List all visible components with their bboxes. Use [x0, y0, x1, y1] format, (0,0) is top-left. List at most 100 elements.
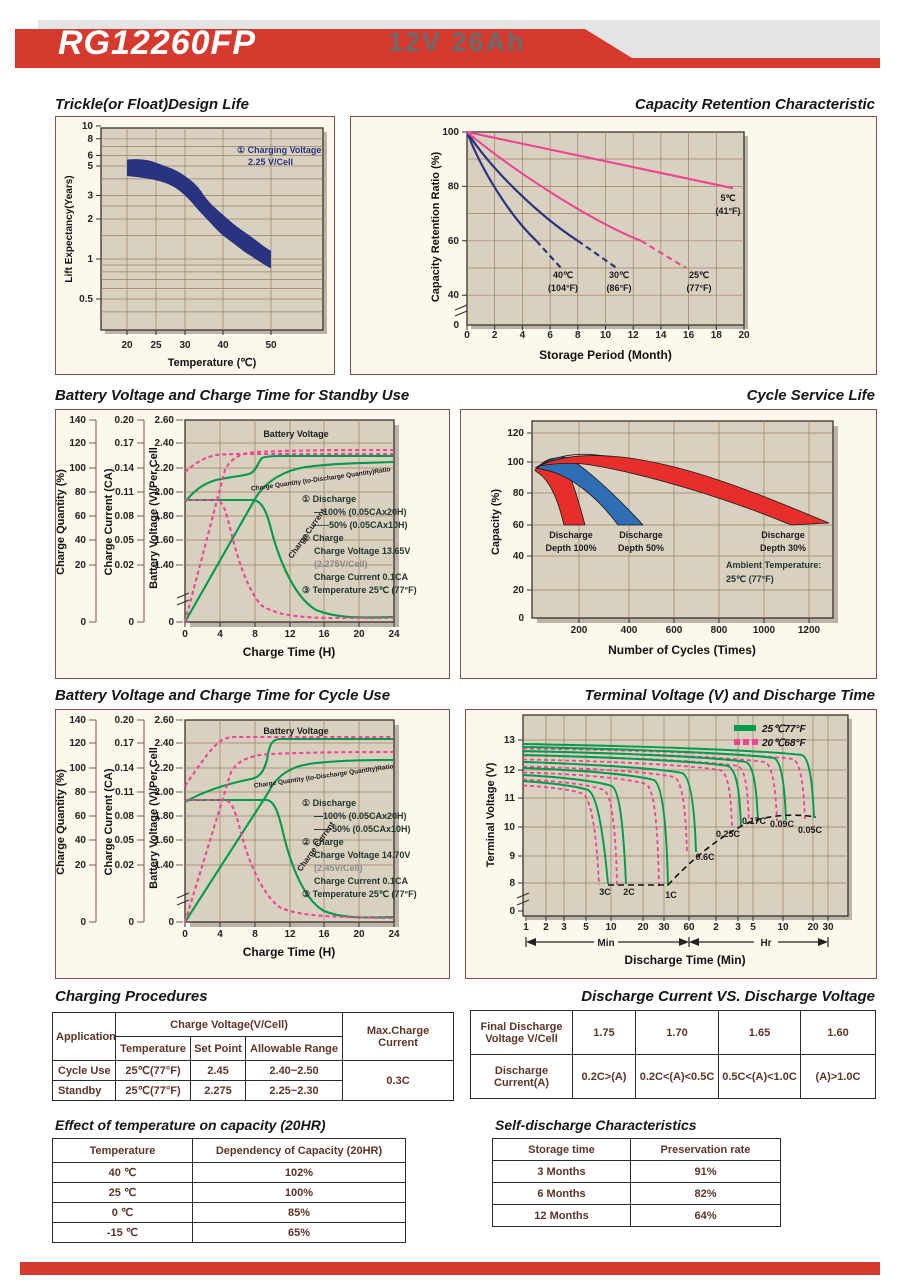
header-cell: Max.Charge Current: [342, 1012, 455, 1061]
cutoff-line: [608, 814, 817, 886]
table-row: 3 Months 91%: [492, 1160, 781, 1183]
cycle-service-life-chart: 120 100 80 60 40 20 0 200 400 600 800 10…: [460, 409, 877, 679]
legend-swatch-20c: [752, 739, 758, 745]
tick: 100: [69, 463, 86, 474]
x-tick-labels: 0 4 8 12 16 20 24: [182, 929, 400, 940]
tick: 0: [128, 617, 134, 628]
cell: 85%: [192, 1202, 406, 1223]
cell: 0.5C<(A)<1.0C: [718, 1054, 801, 1099]
axis-break: [516, 892, 530, 906]
header-cell: Temperature: [52, 1138, 193, 1163]
header-cell: Storage time: [492, 1138, 631, 1161]
tick: 1.80: [155, 811, 175, 822]
band-dod-30: [538, 455, 830, 526]
tick: 80: [513, 488, 525, 499]
self-discharge-table: Storage time Preservation rate 3 Months …: [492, 1138, 781, 1227]
green-charge-quantity: [184, 460, 395, 623]
table-row: 25 ℃ 100%: [52, 1182, 406, 1203]
temp-capacity-table: Temperature Dependency of Capacity (20HR…: [52, 1138, 406, 1243]
tick: 0.20: [115, 715, 135, 726]
tick: 1.60: [155, 835, 175, 846]
design-life-band: [127, 159, 271, 269]
green-charge-current: [185, 798, 395, 919]
pink-battery-voltage: [184, 735, 394, 787]
tick: 2: [713, 922, 719, 933]
annotation-block: ① Discharge —100% (0.05CAx20H) -----50% …: [302, 494, 417, 595]
title-discharge-cv: Discharge Current VS. Discharge Voltage: [581, 988, 875, 1005]
title-standby: Battery Voltage and Charge Time for Stan…: [55, 387, 410, 404]
pink-06c: [522, 765, 688, 854]
green-battery-voltage: [184, 737, 394, 803]
tick: 2.60: [155, 715, 175, 726]
annotation-line: (2.45V/Cell): [314, 863, 363, 873]
x-axis-label: Number of Cycles (Times): [608, 643, 756, 657]
header-cell: Set Point: [190, 1036, 246, 1061]
tick: 6: [547, 330, 553, 341]
green-charge-current: [185, 498, 395, 619]
tick: 20: [75, 560, 87, 571]
tick: 140: [69, 715, 86, 726]
band-label: Discharge: [549, 530, 593, 540]
tick: 400: [621, 625, 638, 636]
series-label: (77°F): [686, 283, 711, 293]
tick: 40: [75, 835, 87, 846]
tick: 0.17: [115, 738, 135, 749]
x-axis-label: Charge Time (H): [243, 645, 335, 659]
title-cycle-life: Cycle Service Life: [746, 387, 875, 404]
series-label: (41°F): [715, 206, 740, 216]
tick: 0.08: [115, 511, 135, 522]
tick: 0.05: [115, 535, 135, 546]
x-tick-labels: 0 2 4 6 8 10 12 14 16 18 20: [464, 330, 750, 341]
cell: 3 Months: [492, 1160, 631, 1183]
tick: 4: [217, 629, 223, 640]
tick: 120: [69, 738, 86, 749]
annotation-line: Charge Current 0.1CA: [314, 572, 409, 582]
series-labels: 40℃ (104°F) 30℃ (86°F) 25℃ (77°F) 5℃ (41…: [548, 193, 741, 293]
green-3c: [522, 780, 609, 885]
cell: 0.2C>(A): [572, 1054, 636, 1099]
header-cell: Charge Voltage(V/Cell): [114, 1012, 344, 1037]
pink-3c: [522, 784, 600, 886]
annotation-block: ① Discharge —100% (0.05CAx20H) ——50% (0.…: [302, 798, 417, 899]
unit-span-arrows: Min Hr: [525, 937, 829, 949]
tick: 40: [513, 551, 525, 562]
rate-label: 0.6C: [695, 852, 715, 862]
table-row: Storage time Preservation rate: [492, 1138, 781, 1161]
cell: 25 ℃: [52, 1182, 193, 1203]
curve-40c-dashed: [535, 240, 562, 269]
tick: 0: [509, 906, 515, 917]
charge-curves: [183, 448, 395, 623]
tick: 120: [69, 438, 86, 449]
cell: (A)>1.0C: [800, 1054, 876, 1099]
tick: 8: [252, 929, 258, 940]
header-cell: Application: [52, 1012, 116, 1061]
tick: 2.20: [155, 763, 175, 774]
tick: 8: [575, 330, 581, 341]
pink-battery-voltage: [184, 452, 394, 473]
table-row: Temperature Dependency of Capacity (20HR…: [52, 1138, 406, 1163]
title-temp-capacity: Effect of temperature on capacity (20HR): [55, 1117, 326, 1133]
curve-40c-solid: [465, 131, 538, 242]
tick: 30: [822, 922, 834, 933]
tick: 14: [655, 330, 667, 341]
tick: 16: [683, 330, 695, 341]
series-label: (86°F): [606, 283, 631, 293]
tick: 0: [168, 617, 174, 628]
tick: 10: [504, 822, 516, 833]
cell: 82%: [630, 1182, 781, 1205]
legend: 25℃77°F 20℃68°F: [734, 724, 806, 749]
capacity-bands: [534, 455, 830, 526]
tick: 0: [168, 917, 174, 928]
tick: 13: [504, 735, 516, 746]
legend-swatch-20c: [743, 739, 749, 745]
pink-charge-current: [185, 798, 395, 920]
x-tick-labels: 1 2 3 5 10 20 30 60 2 3 5 10 20 30: [523, 922, 834, 933]
axis-label: Charge Current (CA): [103, 468, 115, 575]
cell: 1.60: [800, 1010, 876, 1055]
tick: 2.00: [155, 487, 175, 498]
cell: 12 Months: [492, 1204, 631, 1227]
annotation-line: ② Charge: [302, 533, 344, 543]
cell: -15 ℃: [52, 1222, 193, 1243]
tick: 0.02: [115, 560, 135, 571]
